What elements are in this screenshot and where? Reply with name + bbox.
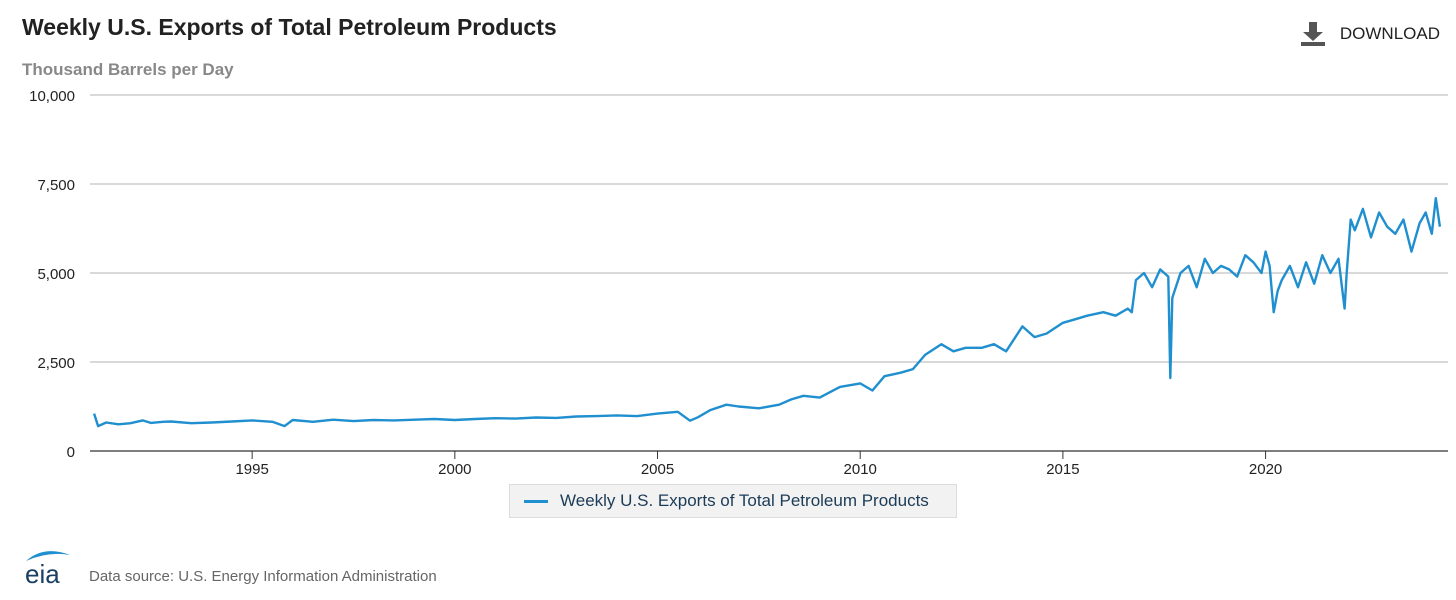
y-tick-label: 0: [67, 444, 75, 461]
y-tick-label: 5,000: [37, 266, 75, 283]
y-tick-label: 10,000: [29, 88, 75, 105]
x-tick-label: 2020: [1249, 461, 1282, 478]
download-label: DOWNLOAD: [1339, 24, 1440, 43]
chart-title: Weekly U.S. Exports of Total Petroleum P…: [22, 14, 557, 40]
download-icon: [1300, 22, 1325, 46]
x-tick-label: 2005: [641, 461, 674, 478]
x-tick-label: 2010: [844, 461, 877, 478]
x-tick-label: 1995: [235, 461, 268, 478]
legend-item[interactable]: Weekly U.S. Exports of Total Petroleum P…: [509, 484, 957, 518]
x-tick-label: 2015: [1046, 461, 1079, 478]
x-tick-label: 2000: [438, 461, 471, 478]
y-tick-label: 7,500: [37, 177, 75, 194]
y-tick-label: 2,500: [37, 355, 75, 372]
data-source-note: Data source: U.S. Energy Information Adm…: [89, 568, 437, 585]
legend-label: Weekly U.S. Exports of Total Petroleum P…: [560, 491, 929, 510]
download-button[interactable]: DOWNLOAD: [1300, 22, 1440, 46]
series-line: [92, 196, 1442, 428]
legend-swatch: [524, 499, 548, 503]
chart-subtitle: Thousand Barrels per Day: [22, 60, 234, 79]
eia-logo-text: eia: [25, 559, 60, 587]
eia-logo: eia: [22, 547, 74, 592]
